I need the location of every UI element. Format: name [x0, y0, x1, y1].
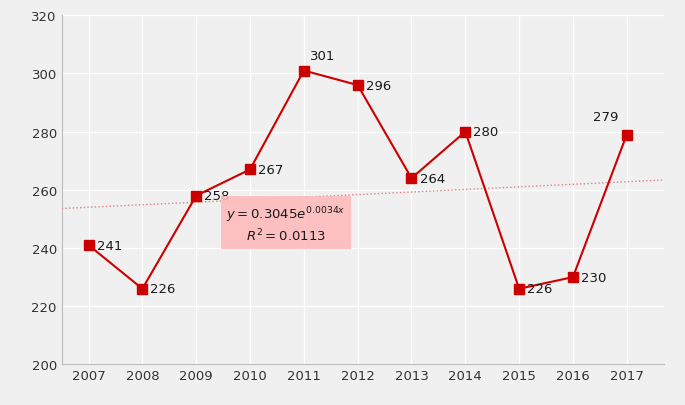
Text: 279: 279: [593, 111, 619, 124]
Text: 230: 230: [581, 271, 606, 284]
Text: 241: 241: [97, 239, 122, 252]
Text: 267: 267: [258, 164, 284, 177]
Text: 280: 280: [473, 126, 499, 139]
Text: 226: 226: [527, 283, 553, 296]
Text: $y = 0.3045e^{0.0034x}$
$R^2 = 0.0113$: $y = 0.3045e^{0.0034x}$ $R^2 = 0.0113$: [226, 205, 345, 244]
Text: 301: 301: [310, 50, 336, 63]
Text: 258: 258: [204, 190, 229, 202]
Text: 264: 264: [419, 172, 445, 185]
Text: 226: 226: [151, 283, 176, 296]
Text: 296: 296: [366, 79, 391, 92]
